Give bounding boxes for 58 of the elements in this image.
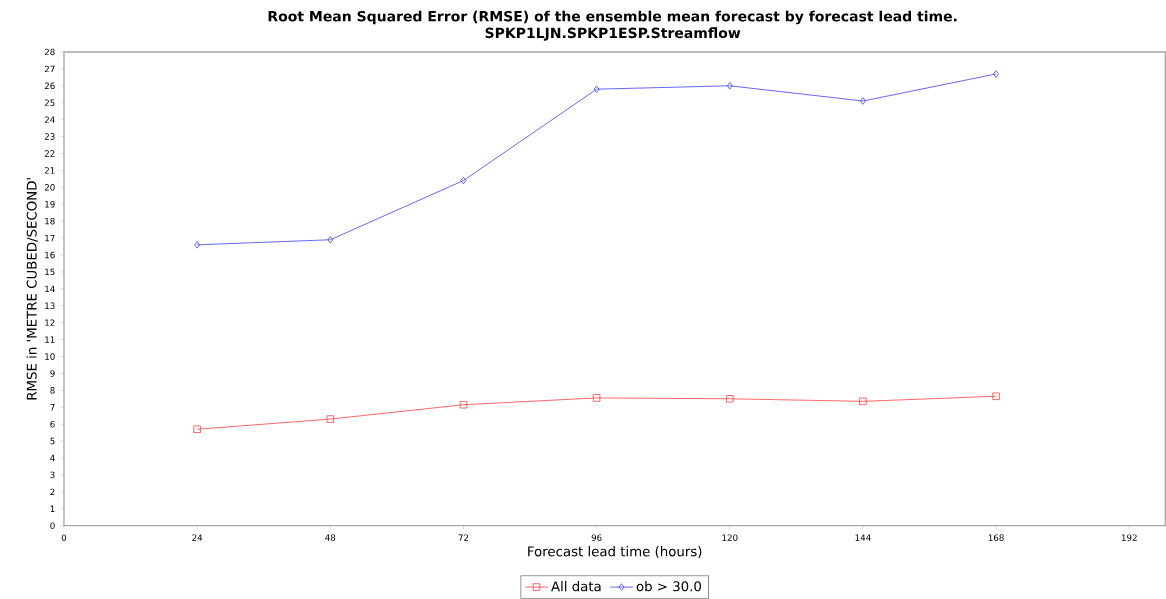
- y-tick-label: 28: [44, 48, 55, 56]
- y-tick-label: 26: [44, 82, 55, 90]
- y-tick-label: 24: [44, 116, 55, 123]
- point: [726, 395, 734, 403]
- point: [593, 85, 600, 94]
- point: [459, 401, 468, 409]
- point: [860, 97, 866, 105]
- point: [992, 392, 1000, 401]
- legend-label: All data: [551, 581, 601, 592]
- point: [859, 397, 867, 406]
- y-tick-label: 12: [45, 319, 55, 326]
- y-tick-label: 4: [50, 454, 55, 462]
- x-tick-label: 0: [61, 534, 67, 542]
- y-tick-label: 0: [50, 522, 55, 530]
- y-tick-label: 3: [50, 471, 55, 479]
- y-tick-label: 21: [44, 167, 55, 174]
- y-tick-label: 13: [45, 302, 55, 310]
- x-axis-title: Forecast lead time (hours): [528, 546, 702, 559]
- y-tick-label: 2: [50, 488, 55, 496]
- y-tick-label: 20: [44, 184, 55, 191]
- point: [194, 241, 201, 249]
- y-tick-label: 6: [50, 421, 55, 428]
- y-tick-label: 10: [45, 353, 55, 360]
- point: [460, 176, 467, 185]
- y-tick-label: 1: [50, 505, 55, 513]
- x-tick-label: 24: [192, 534, 203, 541]
- y-tick-label: 17: [45, 235, 55, 242]
- y-tick-label: 15: [45, 268, 55, 276]
- chart-subtitle: SPKP1LJN.SPKP1ESP.Streamflow: [485, 27, 741, 41]
- y-tick-label: 19: [45, 201, 55, 208]
- x-tick-label: 120: [722, 534, 738, 542]
- x-tick-label: 96: [591, 534, 602, 542]
- y-tick-label: 16: [45, 251, 55, 259]
- y-tick-label: 27: [44, 65, 55, 73]
- x-tick-label: 72: [458, 534, 469, 541]
- x-tick-label: 192: [1121, 534, 1137, 542]
- point: [327, 236, 334, 244]
- x-tick-label: 48: [325, 534, 336, 542]
- point: [326, 415, 335, 423]
- y-tick-label: 22: [44, 150, 55, 157]
- legend-label: ob > 30.0: [636, 581, 701, 592]
- point: [726, 82, 733, 90]
- y-tick-label: 18: [45, 218, 55, 225]
- y-tick-label: 7: [50, 404, 55, 411]
- y-tick-label: 14: [45, 285, 55, 293]
- point: [193, 425, 201, 434]
- y-tick-label: 5: [50, 438, 55, 445]
- chart-title: Root Mean Squared Error (RMSE) of the ensemble mean forecast by forecast lead time.: [268, 10, 957, 25]
- point: [993, 70, 1000, 78]
- point: [592, 394, 601, 402]
- y-axis-title: RMSE in 'METRE CUBED/SECOND': [26, 178, 38, 400]
- x-tick-label: 144: [855, 534, 871, 541]
- y-tick-label: 9: [50, 370, 55, 377]
- y-tick-label: 8: [50, 387, 55, 394]
- y-tick-label: 11: [45, 336, 55, 343]
- y-tick-label: 23: [44, 133, 55, 140]
- x-tick-label: 168: [988, 534, 1004, 542]
- y-tick-label: 25: [44, 99, 55, 107]
